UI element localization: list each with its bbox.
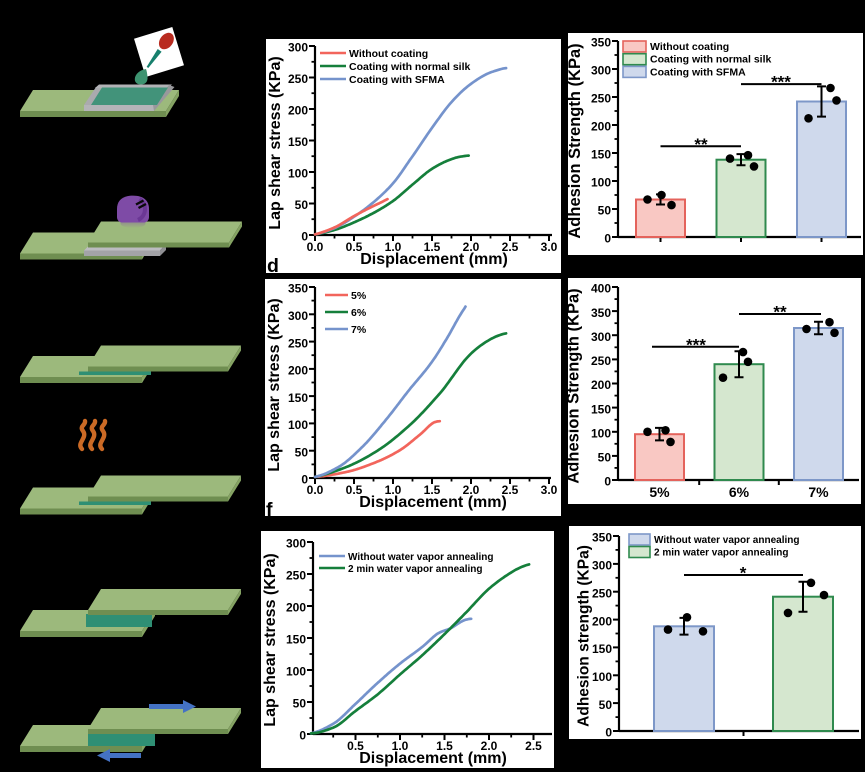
svg-text:Lap shear stress (KPa): Lap shear stress (KPa) — [266, 298, 283, 471]
svg-text:6%: 6% — [729, 484, 750, 500]
svg-text:Displacement (mm): Displacement (mm) — [359, 494, 507, 511]
svg-text:Without coating: Without coating — [650, 41, 729, 53]
svg-text:150: 150 — [286, 633, 306, 647]
svg-text:***: *** — [771, 73, 791, 92]
svg-text:Adhesion Strength (KPa): Adhesion Strength (KPa) — [568, 43, 584, 238]
svg-text:2.5: 2.5 — [502, 483, 519, 497]
svg-text:0.0: 0.0 — [307, 483, 324, 497]
svg-text:100: 100 — [286, 665, 306, 679]
svg-text:100: 100 — [591, 426, 611, 440]
svg-text:150: 150 — [288, 391, 308, 405]
svg-text:50: 50 — [598, 451, 612, 465]
svg-text:300: 300 — [591, 330, 611, 344]
svg-text:0: 0 — [604, 232, 611, 246]
svg-text:Displacement (mm): Displacement (mm) — [360, 251, 508, 268]
svg-text:**: ** — [694, 135, 708, 154]
svg-text:150: 150 — [591, 402, 611, 416]
svg-text:150: 150 — [592, 642, 612, 656]
svg-text:Without coating: Without coating — [349, 48, 428, 60]
svg-text:Coating with normal silk: Coating with normal silk — [349, 61, 471, 73]
svg-text:50: 50 — [295, 198, 309, 212]
svg-text:100: 100 — [591, 176, 611, 190]
svg-text:2.5: 2.5 — [525, 739, 542, 753]
svg-text:0.5: 0.5 — [346, 483, 363, 497]
svg-text:0: 0 — [301, 473, 308, 487]
svg-text:250: 250 — [288, 336, 308, 350]
svg-text:2 min water vapor annealing: 2 min water vapor annealing — [654, 548, 788, 559]
svg-text:0: 0 — [301, 230, 308, 244]
svg-text:0: 0 — [604, 475, 611, 489]
svg-text:150: 150 — [591, 148, 611, 162]
svg-text:2.0: 2.0 — [481, 739, 498, 753]
svg-text:5%: 5% — [351, 290, 367, 302]
svg-text:0: 0 — [605, 726, 612, 739]
svg-text:50: 50 — [599, 698, 613, 712]
svg-text:300: 300 — [288, 41, 308, 55]
svg-text:5%: 5% — [649, 484, 670, 500]
svg-text:7%: 7% — [808, 484, 829, 500]
svg-text:Adhesion Strength (KPa): Adhesion Strength (KPa) — [568, 288, 583, 483]
svg-text:250: 250 — [286, 569, 306, 583]
svg-text:150: 150 — [288, 135, 308, 149]
svg-text:200: 200 — [288, 364, 308, 378]
svg-text:6%: 6% — [351, 307, 367, 319]
svg-text:2.0: 2.0 — [463, 240, 480, 254]
svg-text:7%: 7% — [351, 324, 367, 336]
svg-text:0.5: 0.5 — [347, 739, 364, 753]
svg-text:Adhesion strength (KPa): Adhesion strength (KPa) — [576, 545, 593, 727]
svg-text:***: *** — [686, 335, 706, 354]
svg-text:350: 350 — [592, 531, 612, 545]
svg-text:350: 350 — [591, 306, 611, 320]
svg-text:0.5: 0.5 — [346, 240, 363, 254]
svg-text:1.5: 1.5 — [424, 483, 441, 497]
svg-text:Coating with normal silk: Coating with normal silk — [650, 54, 772, 66]
svg-text:300: 300 — [591, 64, 611, 78]
svg-text:3.0: 3.0 — [541, 483, 558, 497]
svg-text:2 min water vapor annealing: 2 min water vapor annealing — [348, 564, 482, 575]
svg-text:f: f — [266, 499, 273, 516]
svg-text:300: 300 — [288, 309, 308, 323]
svg-text:250: 250 — [591, 354, 611, 368]
svg-text:200: 200 — [592, 614, 612, 628]
svg-text:Coating with SFMA: Coating with SFMA — [349, 74, 445, 86]
svg-text:Lap shear stress (KPa): Lap shear stress (KPa) — [267, 56, 284, 229]
svg-text:300: 300 — [592, 559, 612, 573]
svg-text:250: 250 — [591, 92, 611, 106]
svg-text:d: d — [267, 255, 279, 273]
svg-text:50: 50 — [598, 204, 612, 218]
svg-text:350: 350 — [288, 282, 308, 296]
svg-text:350: 350 — [591, 36, 611, 50]
svg-text:0: 0 — [299, 729, 306, 743]
svg-text:50: 50 — [293, 697, 307, 711]
svg-text:400: 400 — [591, 282, 611, 296]
svg-text:2.5: 2.5 — [502, 240, 519, 254]
svg-text:50: 50 — [295, 445, 309, 459]
svg-text:200: 200 — [288, 104, 308, 118]
svg-text:100: 100 — [288, 167, 308, 181]
svg-text:**: ** — [773, 303, 787, 322]
svg-text:200: 200 — [591, 378, 611, 392]
svg-text:1.5: 1.5 — [424, 240, 441, 254]
svg-text:Without water vapor annealing: Without water vapor annealing — [348, 552, 493, 563]
svg-text:3.0: 3.0 — [541, 240, 558, 254]
svg-text:Without water vapor annealing: Without water vapor annealing — [654, 535, 799, 546]
svg-text:250: 250 — [288, 72, 308, 86]
svg-text:Coating with SFMA: Coating with SFMA — [650, 66, 746, 78]
svg-text:100: 100 — [288, 418, 308, 432]
svg-text:250: 250 — [592, 586, 612, 600]
svg-text:1.0: 1.0 — [385, 483, 402, 497]
svg-text:Lap shear stress (KPa): Lap shear stress (KPa) — [262, 553, 279, 726]
svg-text:1.0: 1.0 — [385, 240, 402, 254]
svg-text:200: 200 — [591, 120, 611, 134]
svg-text:1.5: 1.5 — [436, 739, 453, 753]
svg-text:2.0: 2.0 — [463, 483, 480, 497]
svg-text:0.0: 0.0 — [307, 240, 324, 254]
svg-text:100: 100 — [592, 670, 612, 684]
svg-text:Displacement (mm): Displacement (mm) — [359, 750, 507, 767]
svg-text:300: 300 — [286, 537, 306, 551]
svg-text:1.0: 1.0 — [392, 739, 409, 753]
svg-text:*: * — [740, 564, 747, 583]
svg-text:200: 200 — [286, 601, 306, 615]
